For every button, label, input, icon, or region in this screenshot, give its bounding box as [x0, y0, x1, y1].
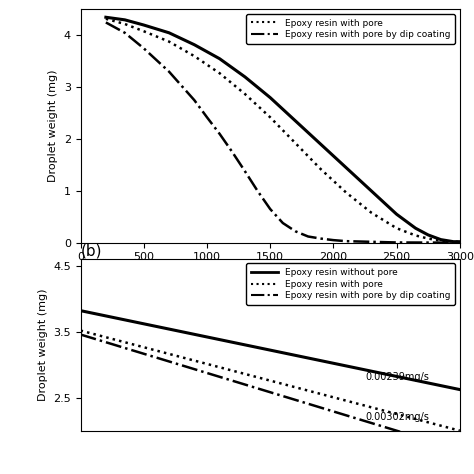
- Legend: Epoxy resin with pore, Epoxy resin with pore by dip coating: Epoxy resin with pore, Epoxy resin with …: [246, 14, 455, 44]
- Y-axis label: Droplet weight (mg): Droplet weight (mg): [48, 70, 58, 182]
- Legend: Epoxy resin without pore, Epoxy resin with pore, Epoxy resin with pore by dip co: Epoxy resin without pore, Epoxy resin wi…: [246, 264, 455, 305]
- Text: 0.00239mg/s: 0.00239mg/s: [365, 372, 429, 382]
- Text: 0.00302mg/s: 0.00302mg/s: [365, 412, 429, 422]
- Text: (b): (b): [81, 243, 102, 258]
- Y-axis label: Droplet weight (mg): Droplet weight (mg): [37, 289, 47, 401]
- X-axis label: Time (s): Time (s): [245, 268, 296, 281]
